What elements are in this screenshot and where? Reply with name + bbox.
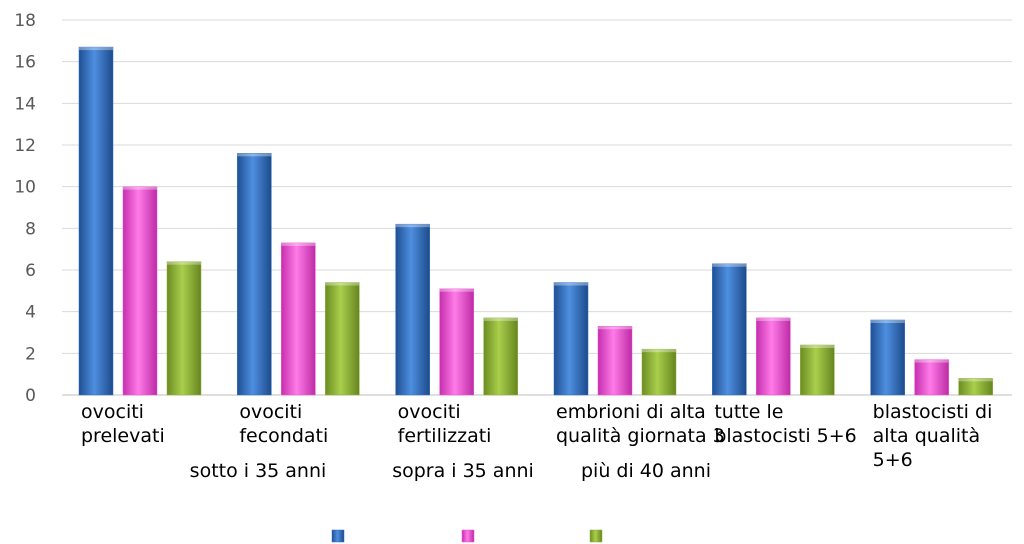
bar-highlight xyxy=(870,320,905,323)
bar-highlight xyxy=(756,317,791,321)
category-label: embrioni di alta qualità giornata 3 xyxy=(556,401,725,447)
bar-highlight xyxy=(325,282,360,286)
bar-0-1 xyxy=(237,153,272,396)
category-label: ovociti fertilizzati xyxy=(398,401,492,447)
y-axis-tick-labels: 0 2 4 6 8 10 12 14 16 18 xyxy=(14,11,36,406)
bar-highlight xyxy=(281,242,316,246)
bar-highlight xyxy=(237,153,272,157)
y-tick-label: 6 xyxy=(25,261,36,281)
legend-label: sopra i 35 anni xyxy=(392,460,534,482)
bar-highlight xyxy=(598,326,632,330)
bar-highlight xyxy=(914,359,949,363)
bar-0-4 xyxy=(712,263,747,396)
bar-2-2 xyxy=(483,317,518,396)
bar-2-0 xyxy=(166,261,202,396)
bar-highlight xyxy=(395,224,430,228)
bar-2-5 xyxy=(958,378,993,396)
bar-2-1 xyxy=(325,282,360,396)
gridlines xyxy=(62,19,1012,396)
y-tick-label: 12 xyxy=(14,136,36,156)
bar-highlight xyxy=(79,47,113,51)
y-tick-label: 8 xyxy=(25,219,36,239)
legend: sotto i 35 anni sopra i 35 anni più di 40 … xyxy=(190,460,711,543)
legend-label: sotto i 35 anni xyxy=(190,460,327,482)
category-labels: ovociti prelevati ovociti fecondati ovociti f… xyxy=(81,401,992,471)
category-label: ovociti prelevati xyxy=(81,401,165,447)
bar-highlight xyxy=(712,263,747,267)
y-tick-label: 4 xyxy=(25,303,36,323)
bar-1-2 xyxy=(439,288,474,396)
bar-1-5 xyxy=(914,359,949,396)
y-tick-label: 10 xyxy=(14,178,36,198)
bar-highlight xyxy=(123,186,157,190)
bar-2-4 xyxy=(800,344,835,396)
bar-1-0 xyxy=(122,186,158,396)
bar-0-0 xyxy=(78,46,114,396)
bar-highlight xyxy=(642,349,676,353)
category-label: blastocisti di alta qualità 5+6 xyxy=(873,401,993,471)
y-tick-label: 2 xyxy=(25,344,36,364)
bar-1-4 xyxy=(756,317,791,396)
category-label: tutte le blastocisti 5+6 xyxy=(714,401,856,447)
y-tick-label: 0 xyxy=(25,386,36,406)
legend-swatch xyxy=(461,529,475,543)
bar-2-3 xyxy=(641,348,677,396)
bar-highlight xyxy=(800,345,835,348)
bars xyxy=(78,46,993,396)
bar-highlight xyxy=(554,282,588,286)
legend-label: più di 40 anni xyxy=(581,460,711,482)
bar-highlight xyxy=(483,317,518,321)
bar-0-3 xyxy=(553,282,589,396)
category-label: ovociti fecondati xyxy=(239,401,328,447)
bar-1-1 xyxy=(281,242,316,396)
y-tick-label: 18 xyxy=(14,11,36,31)
bar-highlight xyxy=(958,378,993,382)
bar-highlight xyxy=(167,261,201,265)
legend-swatch xyxy=(589,529,603,543)
bar-0-2 xyxy=(395,223,430,396)
bar-1-3 xyxy=(597,326,633,396)
bar-0-5 xyxy=(870,319,905,396)
y-tick-label: 14 xyxy=(14,94,36,114)
y-tick-label: 16 xyxy=(14,53,36,73)
legend-swatch xyxy=(331,529,345,543)
bar-highlight xyxy=(439,288,474,292)
